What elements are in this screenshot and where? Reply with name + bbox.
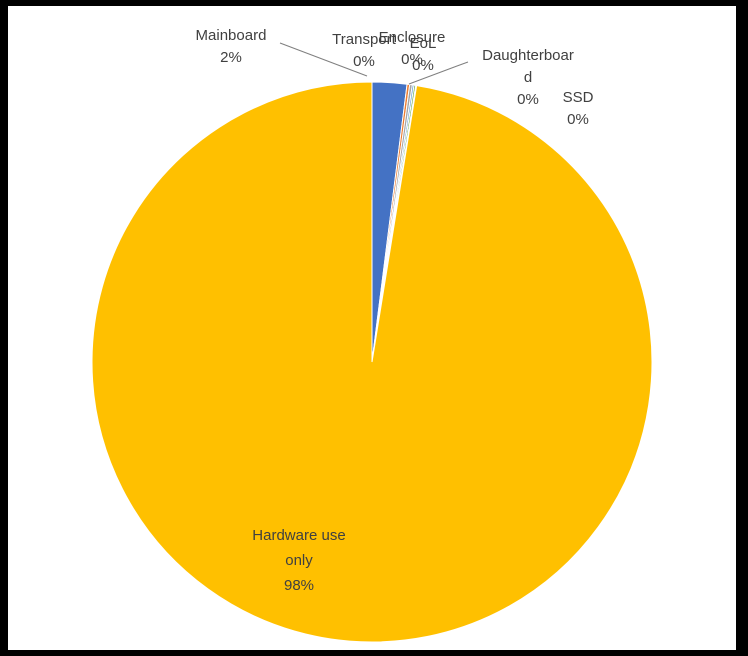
chart-frame: Mainboard 2% Transport 0% Enclosure 0% EoL 0% Da… — [8, 6, 736, 650]
leader-line-mainboard — [279, 42, 368, 77]
data-label-ssd: SSD 0% — [563, 89, 594, 128]
slice-labels: Mainboard 2% Transport 0%Enclosure 0%EoL 0% Da… — [196, 27, 594, 594]
data-label-enclosure: Enclosure 0% — [379, 29, 446, 68]
leader-line-daughterboard — [408, 61, 469, 85]
data-label-daughterboard: Daughterboar d 0% — [482, 47, 574, 108]
data-label-eol: EoL 0% — [410, 35, 437, 74]
pie-slice-hardware-use-only — [91, 81, 653, 643]
data-label-hardware-use-only: Hardware use only 98% — [252, 527, 345, 594]
pie-chart: Mainboard 2% Transport 0%Enclosure 0%EoL 0% Da… — [91, 27, 653, 643]
data-label-transport: Transport 0% — [332, 31, 396, 70]
data-label-mainboard: Mainboard 2% — [196, 27, 267, 66]
pie-slices — [91, 81, 653, 643]
leader-lines — [279, 42, 469, 85]
